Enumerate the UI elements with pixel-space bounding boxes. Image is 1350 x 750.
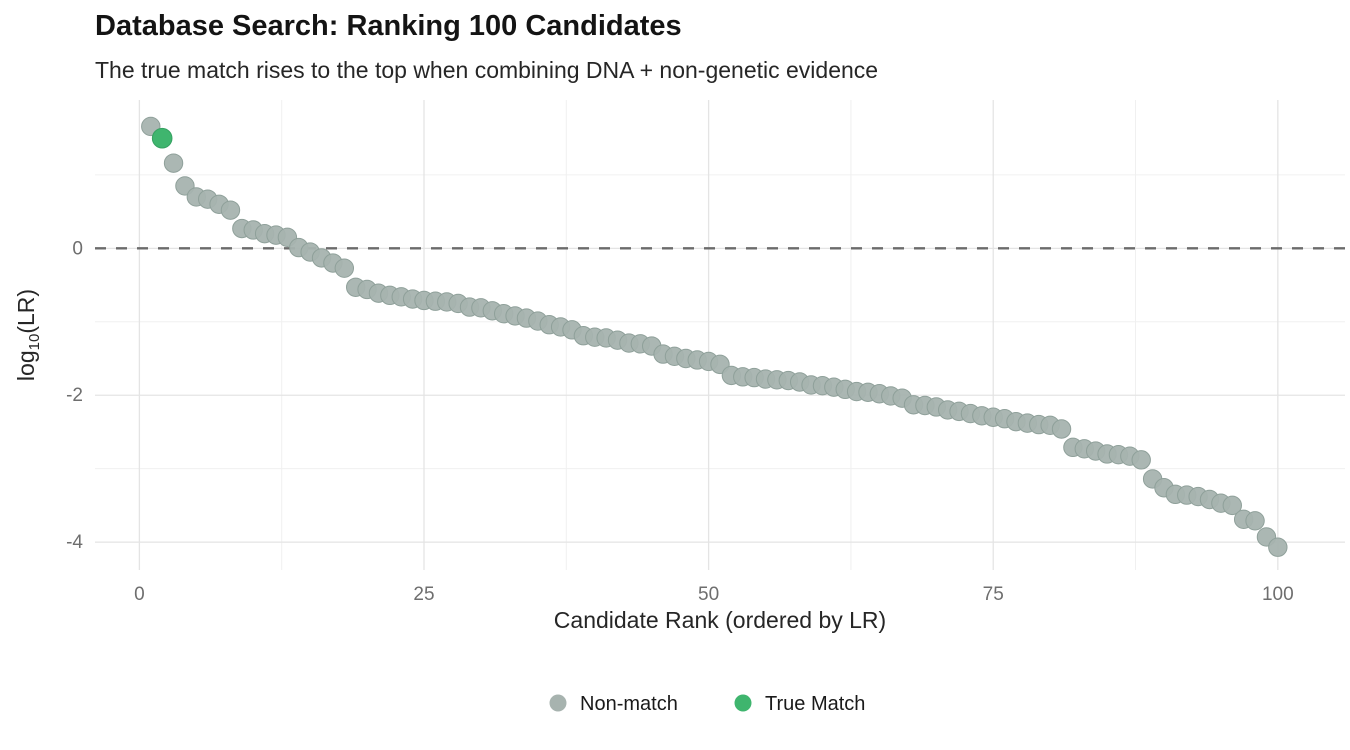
non-match-point [1245, 511, 1265, 531]
non-match-point [1131, 450, 1151, 470]
non-match-point [1222, 495, 1242, 516]
legend: Non-match True Match [549, 693, 865, 715]
x-tick-label: 50 [698, 584, 719, 605]
legend-dot-non-match [549, 694, 567, 712]
y-tick-label: 0 [72, 238, 83, 259]
x-axis-title: Candidate Rank (ordered by LR) [554, 607, 886, 633]
legend-dot-true-match [734, 694, 752, 712]
legend-label: Non-match [580, 693, 678, 715]
non-match-point [163, 153, 184, 173]
non-match-point [334, 258, 355, 278]
x-tick-label: 100 [1262, 584, 1294, 605]
y-axis-title-prefix: log [13, 350, 39, 381]
chart-title: Database Search: Ranking 100 Candidates [95, 10, 682, 42]
y-axis-title: log10(LR) [13, 289, 43, 381]
y-tick-label: -2 [66, 385, 83, 406]
x-tick-label: 0 [134, 584, 145, 605]
y-axis-title-subscript: 10 [26, 334, 43, 351]
gridlines-major [95, 100, 1345, 570]
non-match-point [220, 200, 241, 220]
true-match-point [151, 127, 173, 149]
y-tick-label: -4 [66, 532, 83, 553]
x-tick-label: 75 [983, 584, 1004, 605]
data-points [141, 116, 1288, 557]
non-match-point [1051, 419, 1072, 439]
y-axis-tick-labels: 0 -2 -4 [66, 238, 83, 553]
x-axis-tick-labels: 0 25 50 75 100 [134, 584, 1294, 605]
legend-label: True Match [765, 693, 865, 715]
x-tick-label: 25 [413, 584, 434, 605]
non-match-point [1268, 537, 1288, 557]
chart-subtitle: The true match rises to the top when com… [95, 57, 879, 83]
gridlines-minor [95, 100, 1345, 570]
y-axis-title-suffix: (LR) [13, 289, 39, 334]
